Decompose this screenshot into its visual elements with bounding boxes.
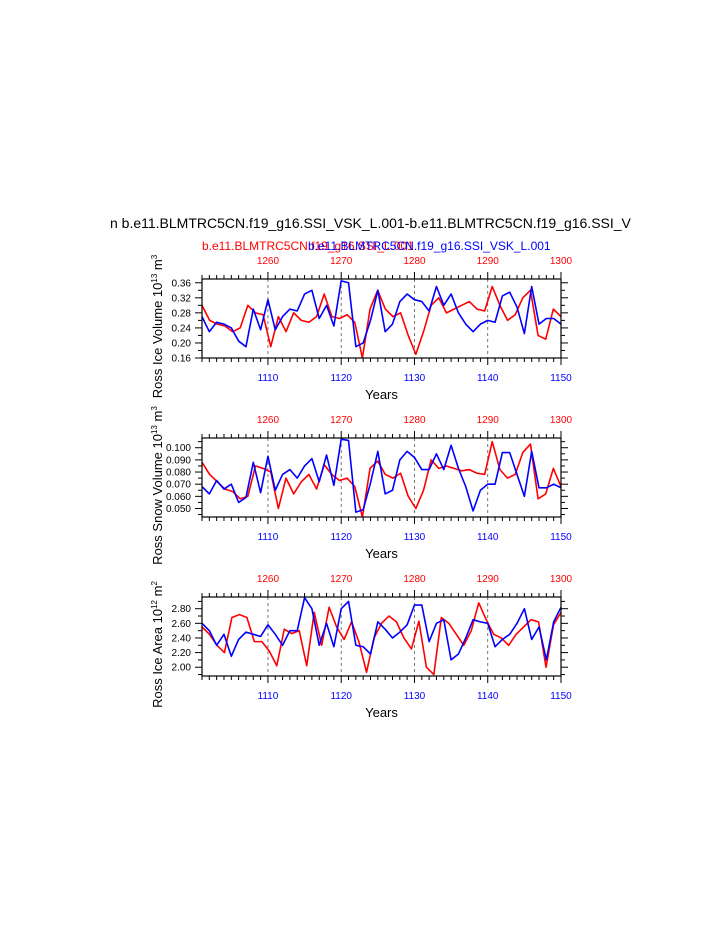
x-tick-label-bottom: 1150 xyxy=(550,373,572,384)
x-tick-label-top: 1260 xyxy=(257,256,280,267)
y-tick-label: 0.090 xyxy=(166,455,191,466)
x-tick-label-bottom: 1120 xyxy=(330,691,352,702)
y-axis-label-part: Ross Snow Volume 10 xyxy=(150,434,165,565)
x-axis-label: Years xyxy=(365,387,398,402)
panel-3: 1110 1120 1130 1140 1150 1260 1270 1280 1290 1300… xyxy=(150,574,573,720)
plot-frame xyxy=(201,596,562,677)
y-axis-label-part: Ross Ice Volume 10 xyxy=(150,283,165,399)
y-tick-label: 0.070 xyxy=(166,480,191,491)
y-axis-label: Ross Ice Volume 1013 m3 xyxy=(150,254,165,398)
y-axis-label: Ross Ice Area 1012 m2 xyxy=(150,581,165,708)
series-line-red xyxy=(202,440,561,517)
x-tick-label-bottom: 1140 xyxy=(477,532,499,543)
legend-red-text: b.e11.BLMTRC5CN.f19_g16.SSI_L.001 xyxy=(202,239,414,253)
x-tick-label-top: 1290 xyxy=(477,574,500,585)
x-tick-label-top: 1290 xyxy=(477,256,500,267)
y-tick-label: 2.80 xyxy=(172,604,192,615)
y-axis-label-part: 2 xyxy=(150,581,159,586)
panel-1: 1110 1120 1130 1140 1150 1260 1270 1280 1290 1300… xyxy=(150,254,573,402)
y-axis-label-part: 13 xyxy=(150,425,159,434)
x-axis-label: Years xyxy=(365,705,398,720)
x-tick-label-top: 1270 xyxy=(330,574,353,585)
x-tick-label-bottom: 1120 xyxy=(330,373,352,384)
panels-group: 1110 1120 1130 1140 1150 1260 1270 1280 1290 1300… xyxy=(150,254,573,720)
y-tick-label: 0.080 xyxy=(166,468,191,479)
plot-frame xyxy=(201,278,562,359)
y-tick-label: 0.24 xyxy=(172,323,192,334)
y-axis-label-part: 3 xyxy=(150,254,159,259)
y-tick-label: 0.20 xyxy=(172,338,192,349)
series-line-red xyxy=(202,285,561,358)
y-axis-label-part: 13 xyxy=(150,273,159,282)
x-tick-label-top: 1280 xyxy=(403,574,426,585)
y-tick-label: 0.16 xyxy=(172,354,192,365)
x-tick-label-bottom: 1150 xyxy=(550,691,572,702)
y-axis-label: Ross Snow Volume 1013 m3 xyxy=(150,406,165,565)
y-axis-label-part: Ross Ice Area 10 xyxy=(150,609,165,708)
y-tick-label: 0.100 xyxy=(166,443,191,454)
x-tick-label-bottom: 1110 xyxy=(258,532,279,543)
series-line-blue xyxy=(202,280,561,348)
figure-title: n b.e11.BLMTRC5CN.f19_g16.SSI_VSK_L.001-… xyxy=(110,215,632,231)
panel-2: 1110 1120 1130 1140 1150 1260 1270 1280 1290 1300… xyxy=(150,406,573,565)
x-tick-label-bottom: 1140 xyxy=(477,373,499,384)
series-line-blue xyxy=(202,597,561,661)
y-axis-label-part: m xyxy=(150,411,165,425)
y-axis-label-part: m xyxy=(150,259,165,273)
x-tick-label-bottom: 1150 xyxy=(550,532,572,543)
y-tick-label: 2.20 xyxy=(172,648,192,659)
x-tick-label-bottom: 1110 xyxy=(258,373,279,384)
x-tick-label-top: 1280 xyxy=(403,256,426,267)
x-tick-label-top: 1300 xyxy=(550,574,573,585)
x-tick-label-top: 1300 xyxy=(550,256,573,267)
y-tick-label: 0.050 xyxy=(166,504,191,515)
y-axis-label-part: m xyxy=(150,586,165,600)
y-tick-label: 0.28 xyxy=(172,308,192,319)
x-tick-label-bottom: 1140 xyxy=(477,691,499,702)
x-tick-label-bottom: 1130 xyxy=(404,373,426,384)
x-tick-label-top: 1260 xyxy=(257,574,280,585)
x-axis-label: Years xyxy=(365,546,398,561)
series-line-red xyxy=(202,602,561,676)
y-axis-label-part: 3 xyxy=(150,406,159,411)
x-tick-label-top: 1280 xyxy=(403,415,426,426)
x-tick-label-bottom: 1130 xyxy=(404,532,426,543)
x-tick-label-bottom: 1130 xyxy=(404,691,426,702)
y-tick-label: 0.32 xyxy=(172,293,192,304)
x-tick-label-bottom: 1110 xyxy=(258,691,279,702)
x-tick-label-top: 1290 xyxy=(477,415,500,426)
y-tick-label: 2.00 xyxy=(172,663,192,674)
x-tick-label-top: 1300 xyxy=(550,415,573,426)
x-tick-label-top: 1270 xyxy=(330,415,353,426)
legend-blue-text: b.e11.BLMTRC5CN.f19_g16.SSI_VSK_L.001 xyxy=(308,239,551,253)
y-tick-label: 0.36 xyxy=(172,278,192,289)
plot-frame xyxy=(201,437,562,518)
x-tick-label-top: 1260 xyxy=(257,415,280,426)
x-tick-label-bottom: 1120 xyxy=(330,532,352,543)
x-tick-label-top: 1270 xyxy=(330,256,353,267)
y-tick-label: 2.60 xyxy=(172,619,192,630)
y-axis-label-part: 12 xyxy=(150,599,159,608)
y-tick-label: 2.40 xyxy=(172,633,192,644)
series-line-blue xyxy=(202,438,561,513)
y-tick-label: 0.060 xyxy=(166,492,191,503)
